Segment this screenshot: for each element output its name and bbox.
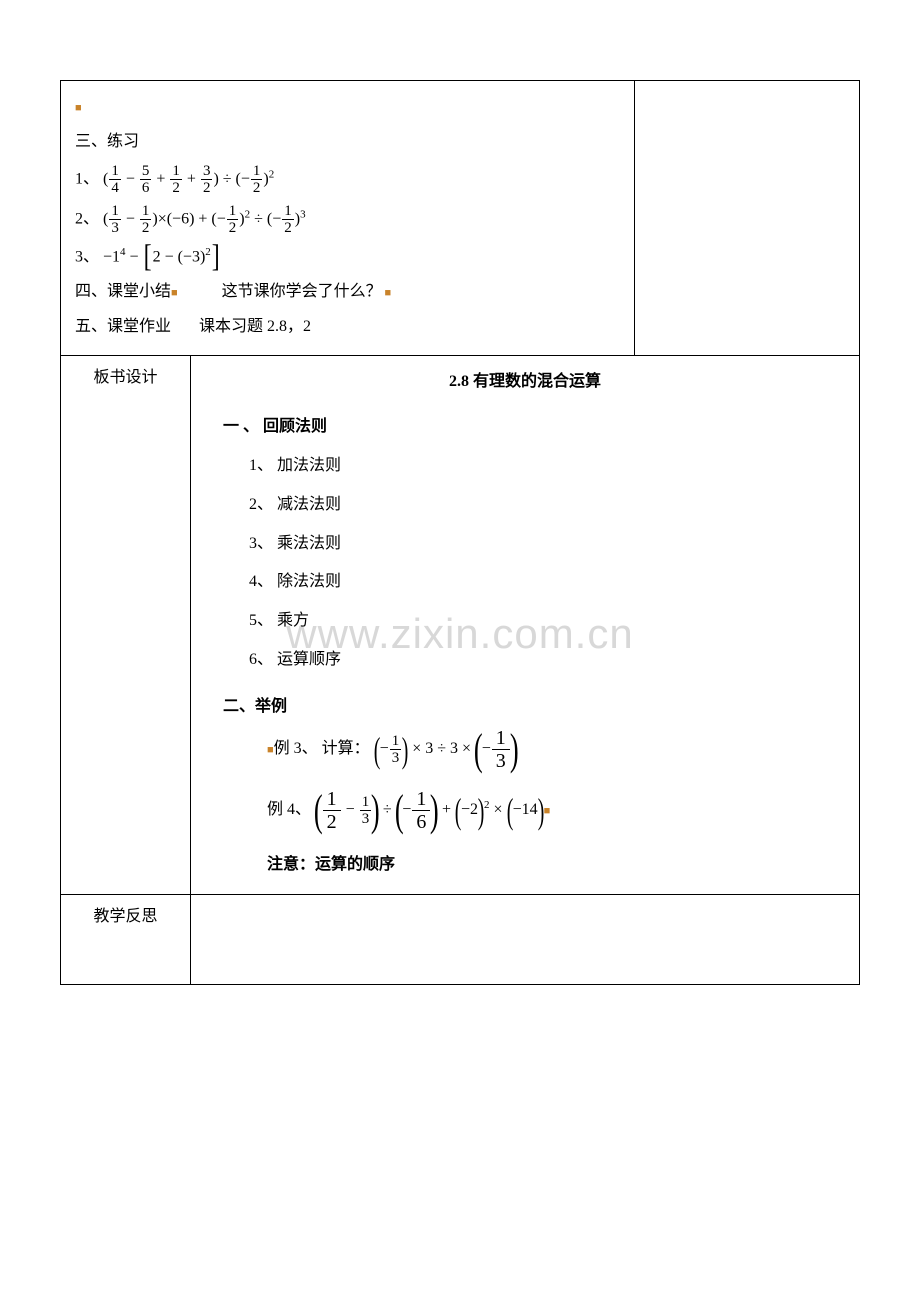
reflection-content — [191, 895, 860, 985]
board-h2: 二、举例 — [205, 693, 845, 722]
exercises-cell: ■ 三、练习 1、 (14 − 56 + 12 + 32) ÷ (−12)2 2… — [61, 81, 635, 356]
dot-icon: ■ — [75, 102, 82, 114]
board-note: 注意：运算的顺序 — [205, 851, 845, 880]
practice-2: 2、 (13 − 12)×(−6) + (−12)2 ÷ (−12)3 — [75, 203, 620, 237]
section-3-heading: 三、练习 — [75, 128, 620, 157]
board-design-label: 板书设计 — [61, 356, 191, 895]
board-title: 2.8 有理数的混合运算 — [205, 368, 845, 397]
rule-item-1: 1、 加法法则 — [249, 452, 845, 481]
reflection-label: 教学反思 — [61, 895, 191, 985]
rule-item-4: 4、 除法法则 — [249, 568, 845, 597]
section-4: 四、课堂小结■这节课你学会了什么？ ■ — [75, 278, 620, 307]
board-design-content: 2.8 有理数的混合运算 一 、 回顾法则 1、 加法法则 2、 减法法则 3、… — [191, 356, 860, 895]
example-4: 例 4、 (12 − 13) ÷ (−16) + (−2)2 × (−14)■ — [205, 788, 845, 833]
rule-item-5: 5、 乘方 — [249, 607, 845, 636]
practice-1: 1、 (14 − 56 + 12 + 32) ÷ (−12)2 — [75, 163, 620, 197]
rule-item-3: 3、 乘法法则 — [249, 530, 845, 559]
rule-item-6: 6、 运算顺序 — [249, 646, 845, 675]
board-h1: 一 、 回顾法则 — [205, 413, 845, 442]
empty-right-cell — [635, 81, 860, 356]
section-5: 五、课堂作业课本习题 2.8，2 — [75, 313, 620, 342]
practice-3: 3、 −14 − [2 − (−3)2] — [75, 243, 620, 272]
rule-item-2: 2、 减法法则 — [249, 491, 845, 520]
document-table: ■ 三、练习 1、 (14 − 56 + 12 + 32) ÷ (−12)2 2… — [60, 80, 860, 985]
example-3: ■例 3、 计算： (−13) × 3 ÷ 3 × (−13) — [205, 727, 845, 772]
